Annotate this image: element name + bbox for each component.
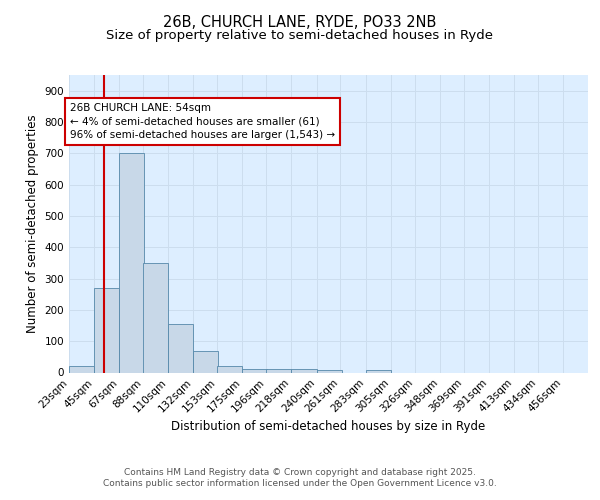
Bar bbox=[94, 288, 119, 372]
Bar bbox=[193, 351, 218, 372]
Text: Contains public sector information licensed under the Open Government Licence v3: Contains public sector information licen… bbox=[103, 479, 497, 488]
Text: 26B CHURCH LANE: 54sqm
← 4% of semi-detached houses are smaller (61)
96% of semi: 26B CHURCH LANE: 54sqm ← 4% of semi-deta… bbox=[70, 103, 335, 140]
Y-axis label: Number of semi-detached properties: Number of semi-detached properties bbox=[26, 114, 39, 333]
Bar bbox=[69, 366, 94, 372]
Text: Contains HM Land Registry data © Crown copyright and database right 2025.: Contains HM Land Registry data © Crown c… bbox=[124, 468, 476, 477]
X-axis label: Distribution of semi-detached houses by size in Ryde: Distribution of semi-detached houses by … bbox=[172, 420, 485, 433]
Bar bbox=[143, 263, 168, 372]
Bar bbox=[217, 366, 242, 372]
Text: Size of property relative to semi-detached houses in Ryde: Size of property relative to semi-detach… bbox=[107, 28, 493, 42]
Bar bbox=[292, 368, 317, 372]
Bar bbox=[365, 370, 391, 372]
Bar bbox=[317, 370, 341, 372]
Bar bbox=[168, 324, 193, 372]
Bar bbox=[119, 154, 144, 372]
Text: 26B, CHURCH LANE, RYDE, PO33 2NB: 26B, CHURCH LANE, RYDE, PO33 2NB bbox=[163, 15, 437, 30]
Bar bbox=[266, 370, 292, 372]
Bar bbox=[242, 370, 268, 372]
